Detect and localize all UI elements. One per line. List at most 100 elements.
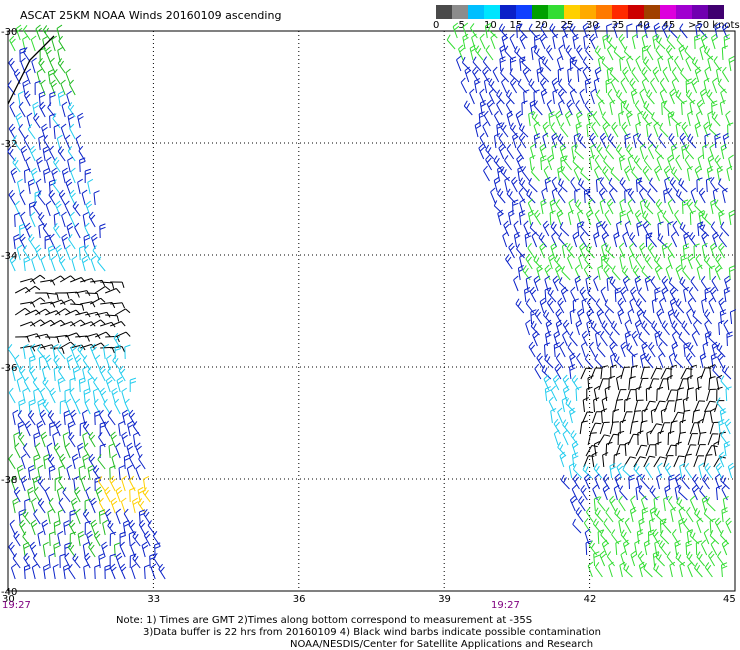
wind-barb bbox=[645, 353, 654, 369]
wind-barb bbox=[88, 431, 96, 448]
wind-barb bbox=[594, 154, 603, 171]
wind-barb bbox=[643, 562, 653, 578]
wind-barb bbox=[596, 342, 606, 358]
wind-barb bbox=[690, 276, 699, 292]
wind-barb bbox=[570, 430, 579, 446]
wind-barb bbox=[664, 400, 675, 413]
wind-barb bbox=[572, 473, 580, 490]
wind-barb bbox=[670, 364, 677, 380]
wind-barb bbox=[512, 132, 519, 149]
wind-barb bbox=[604, 299, 615, 314]
wind-barb bbox=[582, 56, 592, 72]
wind-barb bbox=[710, 198, 717, 215]
wind-barb bbox=[110, 563, 117, 580]
wind-barb bbox=[727, 462, 735, 479]
wind-barb bbox=[56, 24, 63, 41]
lat-tick-label: -38 bbox=[1, 475, 17, 486]
wind-barb bbox=[45, 336, 60, 344]
wind-barb bbox=[715, 462, 723, 479]
wind-barb bbox=[718, 232, 727, 248]
wind-barb bbox=[128, 409, 136, 426]
wind-barb bbox=[550, 408, 557, 424]
wind-barb bbox=[528, 341, 536, 358]
wind-barb bbox=[47, 68, 55, 85]
wind-barb bbox=[561, 396, 568, 413]
wind-barb bbox=[504, 45, 514, 61]
wind-barb bbox=[562, 330, 568, 347]
wind-barb bbox=[94, 331, 111, 338]
wind-barb bbox=[129, 487, 136, 503]
wind-barb bbox=[604, 386, 611, 402]
wind-barb bbox=[629, 297, 635, 314]
wind-barb bbox=[709, 143, 715, 160]
wind-barb bbox=[708, 376, 716, 391]
wind-barb bbox=[94, 354, 101, 371]
wind-barb bbox=[456, 55, 462, 72]
wind-barb bbox=[62, 431, 69, 448]
wind-barb bbox=[109, 475, 116, 492]
wind-barb bbox=[88, 211, 96, 228]
wind-barb bbox=[45, 46, 52, 63]
wind-barb bbox=[706, 496, 716, 512]
wind-barb bbox=[545, 319, 553, 336]
wind-barb bbox=[575, 121, 583, 138]
wind-barb bbox=[585, 540, 592, 556]
wind-barb bbox=[61, 101, 68, 118]
wind-barb bbox=[65, 134, 71, 151]
wind-barb bbox=[616, 462, 624, 479]
wind-barb bbox=[65, 68, 71, 85]
wind-barb bbox=[679, 561, 686, 578]
wind-barb bbox=[651, 298, 658, 314]
wind-barb bbox=[629, 78, 638, 94]
wind-barb bbox=[527, 198, 534, 215]
wind-barb bbox=[123, 454, 131, 470]
wind-barb bbox=[656, 386, 664, 402]
wind-barb bbox=[114, 308, 131, 316]
wind-barb bbox=[14, 286, 31, 294]
wind-barb bbox=[634, 399, 644, 413]
wind-barb bbox=[23, 134, 31, 151]
wind-barb bbox=[25, 156, 31, 173]
wind-barb bbox=[46, 442, 53, 459]
wind-barb bbox=[679, 276, 689, 292]
wind-barb bbox=[534, 308, 543, 325]
wind-barb bbox=[561, 265, 571, 281]
wind-barb bbox=[624, 133, 631, 149]
wind-barb bbox=[685, 444, 697, 457]
wind-barb bbox=[707, 110, 714, 127]
wind-barb bbox=[583, 455, 595, 468]
wind-barb bbox=[509, 33, 516, 50]
wind-barb bbox=[556, 209, 564, 226]
wind-barb bbox=[678, 486, 688, 501]
wind-barb bbox=[478, 111, 486, 127]
wind-barb bbox=[620, 341, 628, 358]
wind-barb bbox=[681, 121, 689, 138]
wind-barb bbox=[69, 387, 76, 404]
wind-barb bbox=[57, 344, 66, 360]
wind-barb bbox=[70, 343, 78, 360]
wind-barb bbox=[29, 145, 37, 162]
wind-barb bbox=[567, 253, 573, 270]
wind-barb bbox=[552, 33, 559, 50]
lat-tick-label: -30 bbox=[1, 27, 17, 38]
wind-barb bbox=[553, 418, 561, 435]
wind-barb bbox=[39, 409, 47, 426]
wind-barb bbox=[572, 298, 579, 314]
wind-barb bbox=[40, 79, 46, 96]
wind-barb bbox=[723, 440, 731, 457]
wind-barb bbox=[601, 320, 610, 336]
wind-barb bbox=[550, 242, 558, 259]
wind-barb bbox=[49, 421, 56, 437]
wind-barb bbox=[680, 254, 688, 270]
wind-barb bbox=[704, 45, 714, 61]
wind-barb bbox=[44, 486, 51, 503]
wind-barb bbox=[50, 79, 57, 96]
wind-barb bbox=[482, 56, 492, 72]
wind-barb bbox=[707, 154, 715, 171]
wind-barb bbox=[594, 562, 603, 578]
wind-barb bbox=[112, 355, 121, 371]
wind-barb bbox=[593, 463, 603, 479]
wind-barb bbox=[490, 33, 496, 50]
wind-barb bbox=[704, 319, 710, 336]
wind-barb bbox=[670, 231, 678, 248]
